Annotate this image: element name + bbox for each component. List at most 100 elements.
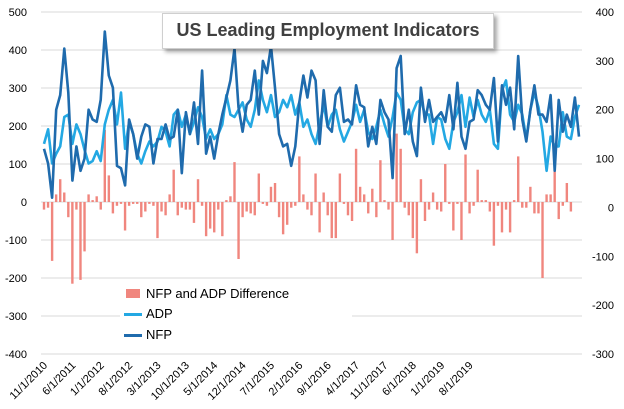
left-tick-label: 100	[9, 159, 27, 171]
difference-bar	[180, 202, 184, 208]
difference-bar	[512, 200, 516, 202]
difference-bar	[54, 194, 58, 202]
legend-swatch-nfp	[124, 334, 142, 337]
difference-bar	[500, 202, 504, 233]
right-tick-label: 200	[596, 105, 614, 117]
legend-item-adp: ADP	[124, 306, 173, 322]
difference-bar	[225, 200, 228, 202]
right-tick-label: 0	[608, 202, 614, 214]
x-tick-label: 11/1/2010	[8, 360, 51, 403]
difference-bar	[269, 186, 273, 202]
difference-bar	[204, 202, 208, 237]
difference-bar	[261, 202, 265, 204]
difference-bar	[42, 202, 46, 210]
difference-bar	[553, 169, 556, 202]
legend-label-adp: ADP	[146, 306, 173, 321]
difference-bar	[253, 202, 256, 216]
difference-bar	[148, 202, 151, 204]
difference-bar	[464, 154, 467, 202]
legend: NFP and ADP Difference ADP NFP	[120, 284, 352, 346]
legend-item-nfp: NFP	[124, 327, 172, 343]
difference-bar	[233, 162, 236, 202]
right-tick-label: -200	[592, 300, 614, 312]
difference-bar	[415, 202, 419, 254]
difference-bar	[115, 202, 119, 206]
difference-bar	[277, 202, 281, 218]
left-tick-label: -300	[5, 311, 27, 323]
difference-bar	[517, 156, 520, 202]
difference-bar	[188, 202, 192, 210]
difference-bar	[164, 202, 167, 216]
legend-swatch-adp	[124, 313, 142, 316]
difference-bar	[156, 202, 159, 239]
difference-bar	[322, 192, 325, 202]
difference-bar	[346, 202, 350, 216]
difference-bar	[184, 202, 188, 210]
difference-bar	[561, 202, 564, 206]
difference-bar	[565, 183, 569, 202]
difference-bar	[310, 202, 313, 216]
difference-bar	[427, 202, 431, 210]
difference-bar	[314, 173, 317, 202]
left-tick-label: 400	[9, 45, 27, 57]
difference-bar	[131, 202, 135, 204]
difference-bar	[472, 202, 475, 206]
chart-title-box: US Leading Employment Indicators	[162, 13, 494, 49]
difference-bar	[391, 202, 394, 240]
difference-bar	[103, 129, 106, 202]
legend-swatch-difference	[126, 289, 140, 298]
difference-bar	[407, 202, 410, 216]
difference-bar	[50, 202, 54, 261]
left-tick-label: -100	[5, 235, 27, 247]
difference-bar	[123, 202, 127, 231]
difference-bar	[83, 202, 86, 252]
left-tick-label: -400	[5, 349, 27, 361]
difference-bar	[87, 194, 90, 202]
difference-bar	[99, 202, 102, 210]
difference-bar	[71, 202, 74, 284]
difference-bar	[387, 202, 390, 210]
difference-bar	[504, 202, 508, 210]
difference-bar	[448, 202, 451, 204]
difference-bar	[144, 202, 147, 212]
difference-bar	[245, 202, 248, 212]
left-axis-ticks: 500 400 300 200 100 0 -100 -200 -300 -400	[5, 7, 27, 361]
difference-bar	[196, 179, 200, 202]
difference-bar	[67, 202, 70, 218]
difference-bar	[444, 164, 447, 202]
difference-bar	[318, 202, 321, 233]
difference-bar	[492, 202, 496, 246]
difference-bar	[508, 202, 512, 233]
difference-bar	[265, 202, 269, 206]
left-tick-label: 500	[9, 7, 27, 19]
difference-bar	[59, 179, 62, 202]
difference-bar	[326, 202, 329, 216]
difference-bar	[95, 196, 98, 202]
right-tick-label: -100	[592, 251, 614, 263]
difference-bar	[399, 148, 402, 202]
difference-bar	[302, 194, 305, 202]
difference-bar	[273, 183, 277, 202]
difference-bar	[221, 202, 224, 237]
difference-bar	[290, 202, 293, 208]
difference-bar	[107, 175, 111, 202]
difference-bar	[334, 202, 338, 239]
difference-bar	[411, 202, 415, 239]
difference-bar	[285, 202, 289, 225]
difference-bar	[557, 202, 560, 220]
difference-bar	[330, 202, 333, 239]
difference-bar	[379, 160, 382, 202]
difference-bar	[460, 202, 463, 240]
legend-label-nfp: NFP	[146, 327, 172, 342]
difference-bar	[452, 202, 455, 231]
difference-bar	[468, 202, 471, 214]
chart-title: US Leading Employment Indicators	[176, 20, 480, 40]
difference-bar	[525, 202, 528, 208]
difference-bar	[521, 202, 524, 208]
difference-bar	[537, 202, 540, 214]
difference-bar	[533, 202, 536, 214]
difference-bar	[569, 202, 573, 212]
right-axis-ticks: 400 300 200 100 0 -100 -200 -300	[592, 7, 614, 361]
difference-bar	[63, 192, 66, 202]
difference-bar	[383, 200, 386, 202]
